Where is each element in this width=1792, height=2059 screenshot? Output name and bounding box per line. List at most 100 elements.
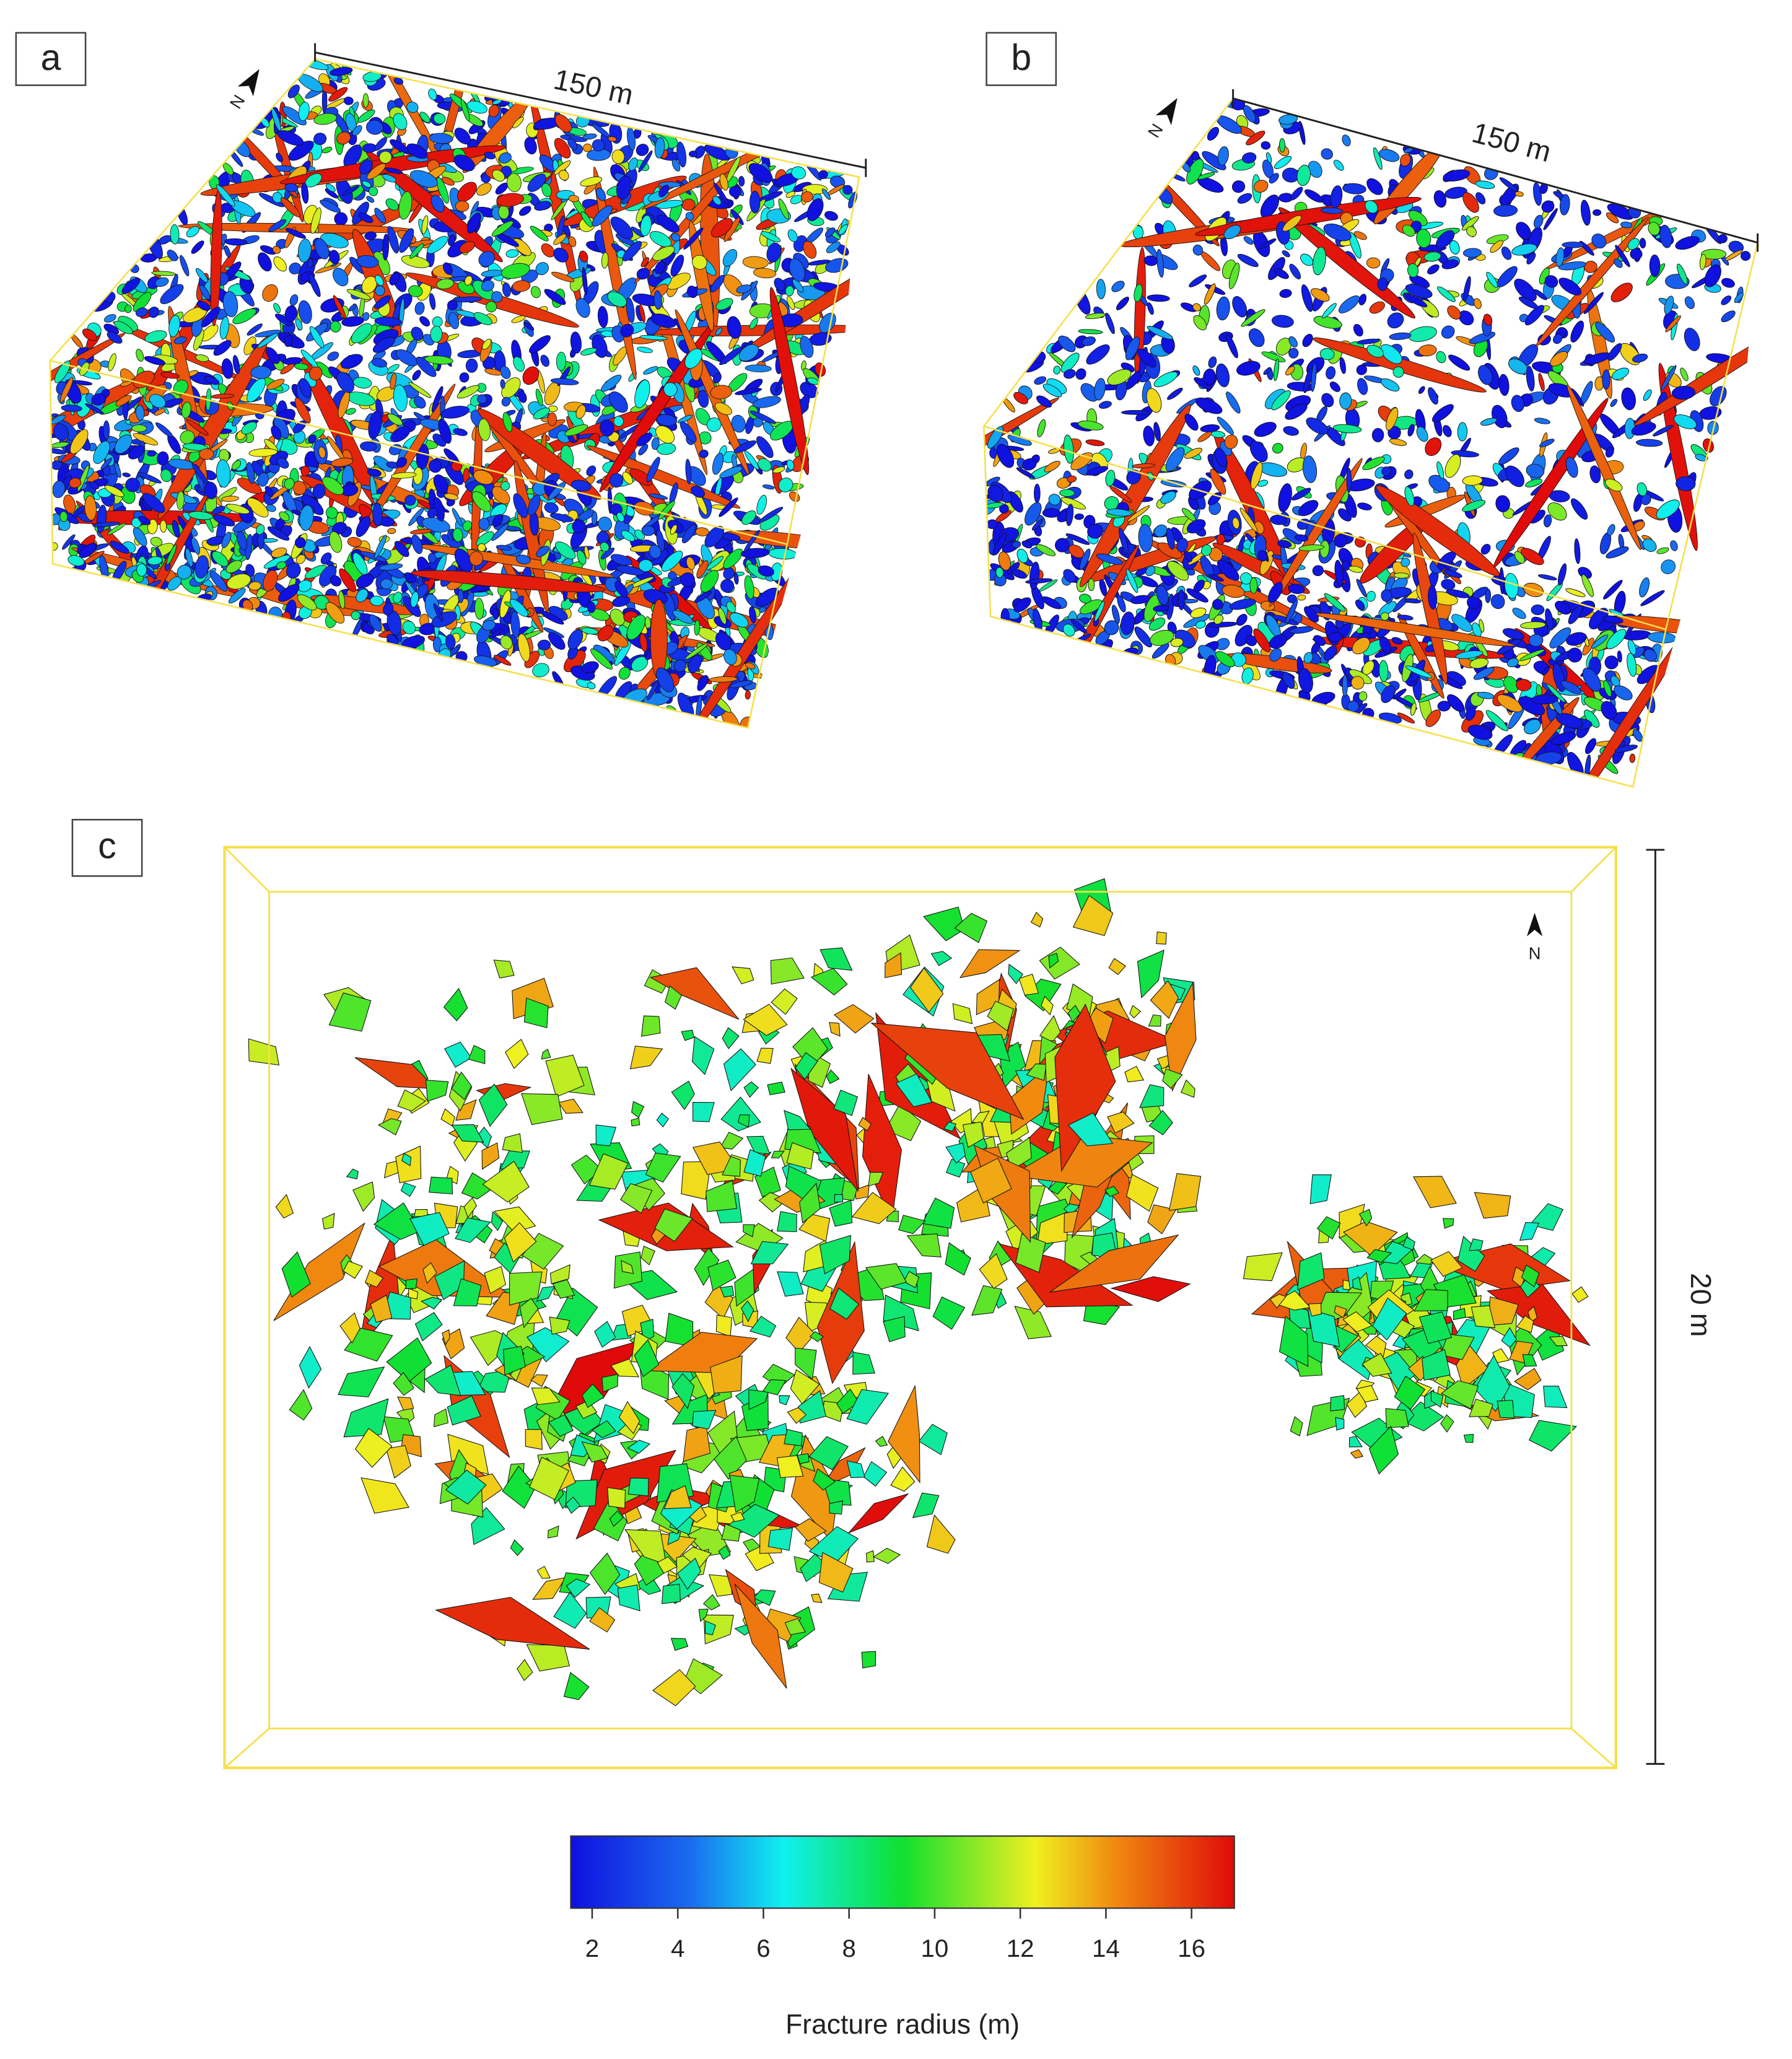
fracture: [785, 285, 794, 297]
label-box: [15, 32, 87, 86]
fracture: [1630, 248, 1643, 260]
fracture: [1457, 422, 1467, 442]
fracture: [1670, 540, 1678, 551]
fracture: [1475, 180, 1495, 189]
fracture: [131, 424, 147, 432]
fracture: [413, 396, 426, 409]
fracture: [650, 599, 668, 680]
fracture: [756, 494, 767, 515]
fracture: [750, 191, 761, 214]
north-label: N: [226, 92, 249, 112]
fracture: [1441, 325, 1455, 339]
fracture: [1208, 356, 1217, 369]
fracture: [50, 542, 58, 551]
fracture: [1639, 238, 1646, 248]
fracture: [1326, 366, 1336, 380]
fracture: [618, 667, 631, 680]
fracture: [568, 195, 579, 203]
fracture: [730, 209, 744, 225]
fracture: [1231, 180, 1246, 193]
fracture: [1002, 397, 1015, 413]
fracture: [738, 176, 745, 187]
fracture: [641, 525, 655, 536]
fracture: [103, 420, 110, 440]
fracture: [1167, 388, 1183, 400]
fracture: [1379, 660, 1389, 683]
fracture: [221, 496, 239, 502]
fracture: [598, 517, 613, 531]
fracture: [232, 355, 240, 375]
fracture: [1381, 378, 1400, 391]
fracture: [1418, 386, 1425, 394]
fracture: [1147, 294, 1170, 302]
fracture: [586, 465, 597, 476]
fracture: [1498, 374, 1510, 396]
fracture: [1490, 594, 1505, 610]
panel-label: a: [40, 37, 61, 78]
fracture: [1237, 193, 1252, 204]
fracture: [1611, 282, 1633, 302]
fracture: [1512, 608, 1526, 619]
fracture: [1649, 254, 1661, 278]
fracture: [756, 436, 774, 458]
fracture: [458, 588, 464, 603]
fracture: [580, 348, 597, 356]
fracture: [1369, 301, 1385, 314]
fracture: [1534, 417, 1550, 424]
fracture: [276, 152, 283, 162]
fracture: [1271, 315, 1294, 328]
fracture: [1210, 431, 1225, 438]
fracture: [643, 366, 658, 375]
fracture: [986, 519, 998, 529]
fracture: [1371, 428, 1384, 442]
fracture: [1498, 447, 1519, 465]
fracture: [1147, 302, 1154, 315]
fracture: [1305, 189, 1324, 203]
fracture: [1357, 378, 1368, 395]
fracture: [1302, 334, 1313, 348]
fracture: [61, 404, 82, 412]
fracture: [430, 325, 443, 343]
fracture: [155, 422, 173, 438]
fracture: [677, 693, 694, 720]
fracture: [1216, 534, 1225, 545]
fracture: [353, 377, 372, 389]
fracture: [735, 388, 763, 395]
fracture: [1215, 363, 1230, 387]
fracture: [465, 358, 478, 373]
fracture: [596, 531, 610, 544]
fracture: [825, 258, 849, 273]
fracture: [412, 370, 421, 381]
fracture: [1661, 559, 1676, 574]
fracture: [1546, 582, 1563, 601]
fracture: [321, 146, 333, 154]
fracture: [334, 212, 348, 226]
fracture: [1074, 514, 1084, 520]
fracture: [305, 565, 328, 579]
fracture: [634, 379, 650, 408]
fracture: [1237, 254, 1259, 267]
fracture: [1721, 295, 1731, 305]
fracture: [408, 382, 432, 398]
fracture: [1297, 594, 1306, 601]
fracture: [742, 256, 769, 269]
fracture: [637, 346, 653, 353]
fracture: [453, 428, 468, 436]
fracture: [1721, 310, 1736, 322]
fracture: [1321, 148, 1333, 160]
fracture: [1721, 278, 1735, 288]
fracture: [429, 293, 436, 310]
fracture: [1656, 547, 1669, 554]
fracture: [1272, 443, 1283, 454]
fracture: [1358, 294, 1366, 305]
fracture: [1574, 538, 1581, 564]
fracture: [785, 191, 795, 198]
fracture: [518, 391, 527, 403]
fracture: [768, 548, 797, 560]
fracture: [62, 534, 76, 550]
fracture: [1643, 389, 1652, 401]
fracture: [1431, 404, 1454, 422]
fracture: [136, 349, 144, 362]
fracture: [671, 159, 681, 172]
